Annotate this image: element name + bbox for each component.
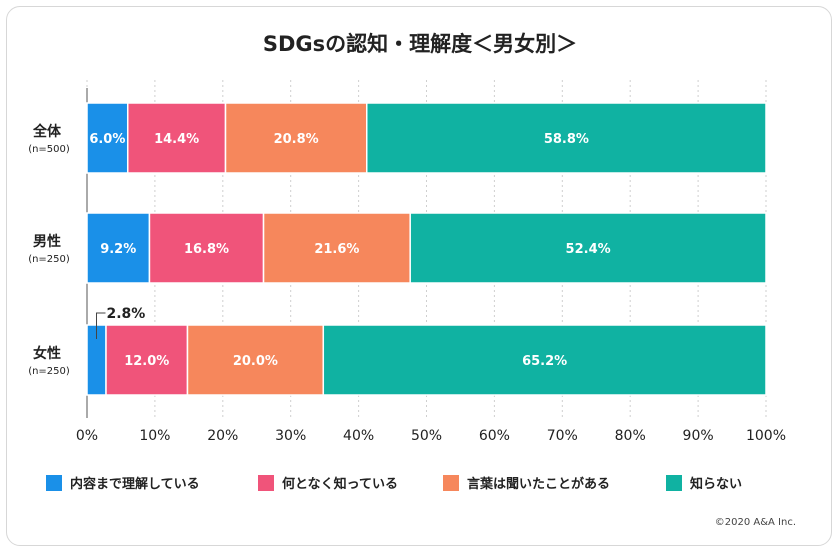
x-tick-label: 80%	[615, 428, 646, 444]
bars: 6.0% 14.4% 20.8% 58.8% 9.2% 16.8% 21.6% 52.4% 2.…	[86, 102, 767, 396]
data-label: 16.8%	[184, 242, 229, 257]
data-label: 9.2%	[100, 242, 136, 257]
x-tick-label: 70%	[547, 428, 578, 444]
data-label: 2.8%	[107, 306, 146, 322]
legend-label: 言葉は聞いたことがある	[467, 476, 610, 492]
bar-segment	[126, 102, 227, 174]
x-tick-label: 90%	[683, 428, 714, 444]
category-label: 男性	[33, 233, 61, 250]
data-label: 6.0%	[89, 132, 125, 147]
x-tick-label: 0%	[76, 428, 98, 444]
bar-segment	[86, 102, 129, 174]
data-label: 14.4%	[154, 132, 199, 147]
data-label: 58.8%	[544, 132, 589, 147]
bar-segment	[409, 212, 767, 284]
category-label: 女性	[33, 345, 61, 362]
bar-segment	[224, 102, 368, 174]
data-label: 12.0%	[124, 354, 169, 369]
x-tick-label: 10%	[139, 428, 170, 444]
data-label: 52.4%	[566, 242, 611, 257]
legend-swatch	[46, 475, 62, 491]
bar-segment	[186, 324, 325, 396]
legend-swatch	[666, 475, 682, 491]
category-labels: 全体 (n=500) 男性 (n=250) 女性 (n=250)	[28, 123, 70, 377]
category-label: 全体	[32, 123, 62, 140]
data-label: 21.6%	[314, 242, 359, 257]
chart-title: SDGsの認知・理解度＜男女別＞	[263, 32, 577, 56]
bar-segment	[262, 212, 411, 284]
category-sample-size: (n=250)	[28, 366, 70, 377]
legend: 内容まで理解している 何となく知っている 言葉は聞いたことがある 知らない	[46, 475, 742, 492]
legend-swatch	[258, 475, 274, 491]
data-label: 20.0%	[233, 354, 278, 369]
copyright: ©2020 A&A Inc.	[715, 517, 796, 528]
x-tick-label: 50%	[411, 428, 442, 444]
legend-swatch	[443, 475, 459, 491]
bar-segment	[365, 102, 767, 174]
data-label: 20.8%	[274, 132, 319, 147]
x-tick-label: 60%	[479, 428, 510, 444]
x-axis-ticks: 0% 10% 20% 30% 40% 50% 60% 70% 80% 90% 100%	[76, 428, 786, 444]
legend-label: 知らない	[690, 476, 742, 492]
bar-segment	[322, 324, 767, 396]
bar-segment	[105, 324, 189, 396]
category-sample-size: (n=500)	[28, 144, 70, 155]
data-label: 65.2%	[522, 354, 567, 369]
category-sample-size: (n=250)	[28, 254, 70, 265]
leader-line	[96, 312, 106, 339]
x-tick-label: 40%	[343, 428, 374, 444]
x-tick-label: 20%	[207, 428, 238, 444]
legend-label: 内容まで理解している	[70, 476, 200, 492]
x-tick-label: 100%	[746, 428, 786, 444]
x-tick-label: 30%	[275, 428, 306, 444]
legend-label: 何となく知っている	[282, 476, 398, 492]
